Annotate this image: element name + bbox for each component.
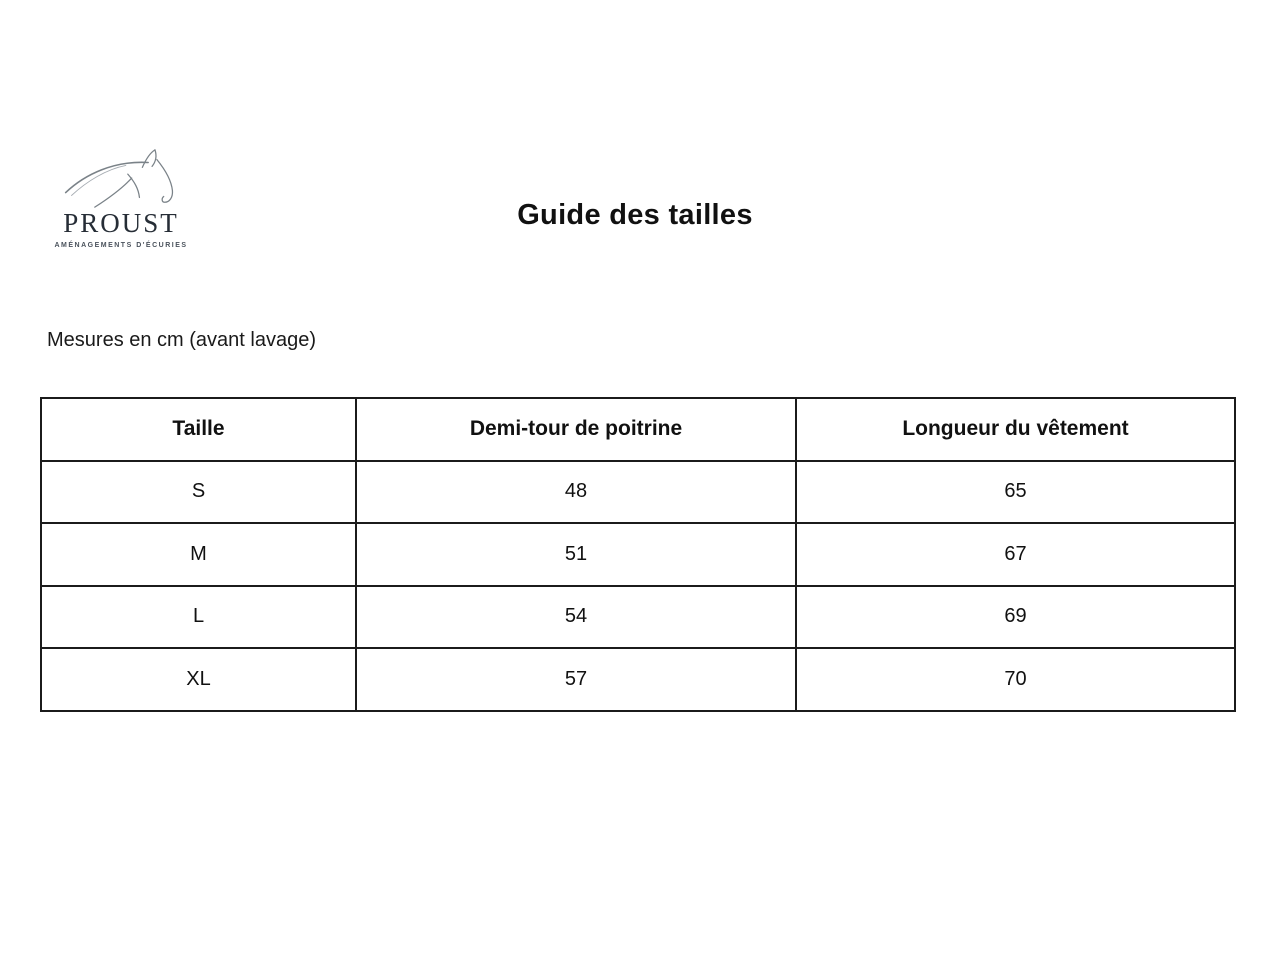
cell-length: 65	[795, 459, 1236, 524]
table-row-xl: XL 57 70	[40, 647, 1236, 712]
brand-logo: PROUST AMÉNAGEMENTS D'ÉCURIES	[54, 146, 188, 249]
cell-size: XL	[40, 647, 357, 712]
cell-chest: 57	[355, 647, 797, 712]
size-table: Taille Demi-tour de poitrine Longueur du…	[40, 397, 1236, 712]
cell-size: M	[40, 522, 357, 587]
header-demi-tour-de-poitrine: Demi-tour de poitrine	[355, 397, 797, 462]
brand-tagline: AMÉNAGEMENTS D'ÉCURIES	[54, 242, 188, 250]
cell-chest: 54	[355, 584, 797, 649]
cell-chest: 48	[355, 459, 797, 524]
cell-length: 69	[795, 584, 1236, 649]
horse-sketch-icon	[64, 149, 174, 208]
page-title: Guide des tailles	[517, 199, 753, 231]
brand-name: PROUST	[63, 208, 179, 238]
header-taille: Taille	[40, 397, 357, 462]
table-row-l: L 54 69	[40, 584, 1236, 649]
measurement-note: Mesures en cm (avant lavage)	[47, 329, 317, 351]
table-header-row: Taille Demi-tour de poitrine Longueur du…	[40, 397, 1236, 462]
cell-size: S	[40, 459, 357, 524]
cell-size: L	[40, 584, 357, 649]
cell-length: 67	[795, 522, 1236, 587]
cell-length: 70	[795, 647, 1236, 712]
table-row-m: M 51 67	[40, 522, 1236, 587]
header-longueur-du-vetement: Longueur du vêtement	[795, 397, 1236, 462]
table-row-s: S 48 65	[40, 459, 1236, 524]
cell-chest: 51	[355, 522, 797, 587]
